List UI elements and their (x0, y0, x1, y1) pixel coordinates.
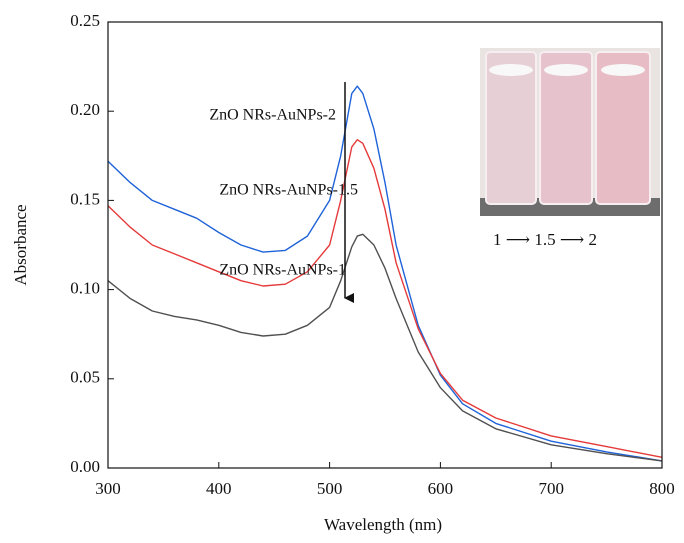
series-line (107, 233, 663, 462)
series-label: ZnO NRs-AuNPs-1.5 (219, 182, 358, 199)
x-tick-label: 300 (95, 479, 121, 498)
x-tick-label: 700 (538, 479, 564, 498)
plot-frame (107, 21, 663, 469)
inset-photo (480, 48, 660, 216)
series-line (107, 139, 663, 458)
x-tick-label: 800 (649, 479, 675, 498)
y-tick-label: 0.00 (70, 457, 100, 476)
x-tick-label: 500 (317, 479, 343, 498)
y-tick-label: 0.15 (70, 189, 100, 208)
y-tick-label: 0.05 (70, 368, 100, 387)
series-label: ZnO NRs-AuNPs-2 (209, 107, 336, 124)
inset-label: 1 ⟶ 1.5 ⟶ 2 (493, 230, 597, 249)
x-tick-label: 400 (206, 479, 232, 498)
x-axis-title: Wavelength (nm) (324, 515, 442, 534)
y-tick-label: 0.20 (70, 100, 100, 119)
y-axis-title: Absorbance (11, 204, 30, 285)
y-tick-label: 0.10 (70, 279, 100, 298)
series-label: ZnO NRs-AuNPs-1 (219, 262, 346, 279)
series-line (107, 85, 663, 462)
x-tick-label: 600 (428, 479, 454, 498)
y-tick-label: 0.25 (70, 11, 100, 30)
